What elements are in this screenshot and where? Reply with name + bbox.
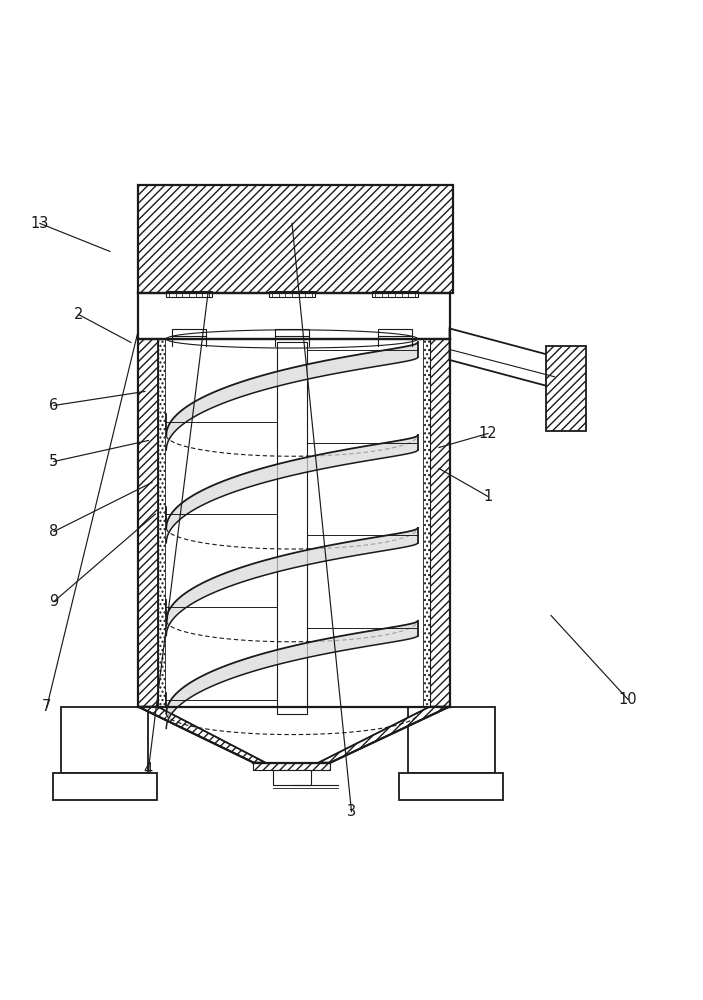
Polygon shape: [167, 528, 418, 636]
Text: 8: 8: [49, 524, 58, 539]
Bar: [372, 291, 418, 297]
Polygon shape: [318, 707, 449, 763]
Text: 12: 12: [479, 426, 497, 441]
Polygon shape: [138, 339, 157, 707]
Polygon shape: [138, 707, 265, 763]
Bar: [408, 707, 495, 773]
Polygon shape: [167, 621, 418, 728]
Text: 13: 13: [31, 216, 49, 231]
Bar: [378, 329, 412, 336]
Bar: [276, 342, 307, 714]
Bar: [172, 329, 207, 336]
Bar: [269, 291, 315, 297]
Bar: [61, 707, 148, 773]
Polygon shape: [157, 339, 165, 707]
Bar: [166, 291, 212, 297]
Text: 1: 1: [484, 489, 493, 504]
Polygon shape: [430, 339, 449, 707]
Bar: [157, 339, 430, 707]
Polygon shape: [254, 763, 330, 770]
Bar: [53, 773, 157, 800]
Polygon shape: [546, 346, 586, 431]
Polygon shape: [167, 435, 418, 543]
Polygon shape: [138, 185, 453, 293]
Text: 4: 4: [144, 762, 153, 777]
Polygon shape: [423, 339, 430, 707]
Bar: [138, 293, 449, 339]
Polygon shape: [449, 328, 555, 388]
Text: 9: 9: [49, 594, 58, 609]
Text: 10: 10: [619, 692, 638, 707]
Bar: [273, 770, 311, 785]
Text: 7: 7: [42, 699, 51, 714]
Text: 6: 6: [49, 398, 58, 413]
Polygon shape: [167, 342, 418, 450]
Text: 5: 5: [49, 454, 58, 469]
Bar: [399, 773, 503, 800]
Text: 3: 3: [347, 804, 356, 819]
Bar: [275, 329, 309, 336]
Text: 2: 2: [74, 307, 83, 322]
